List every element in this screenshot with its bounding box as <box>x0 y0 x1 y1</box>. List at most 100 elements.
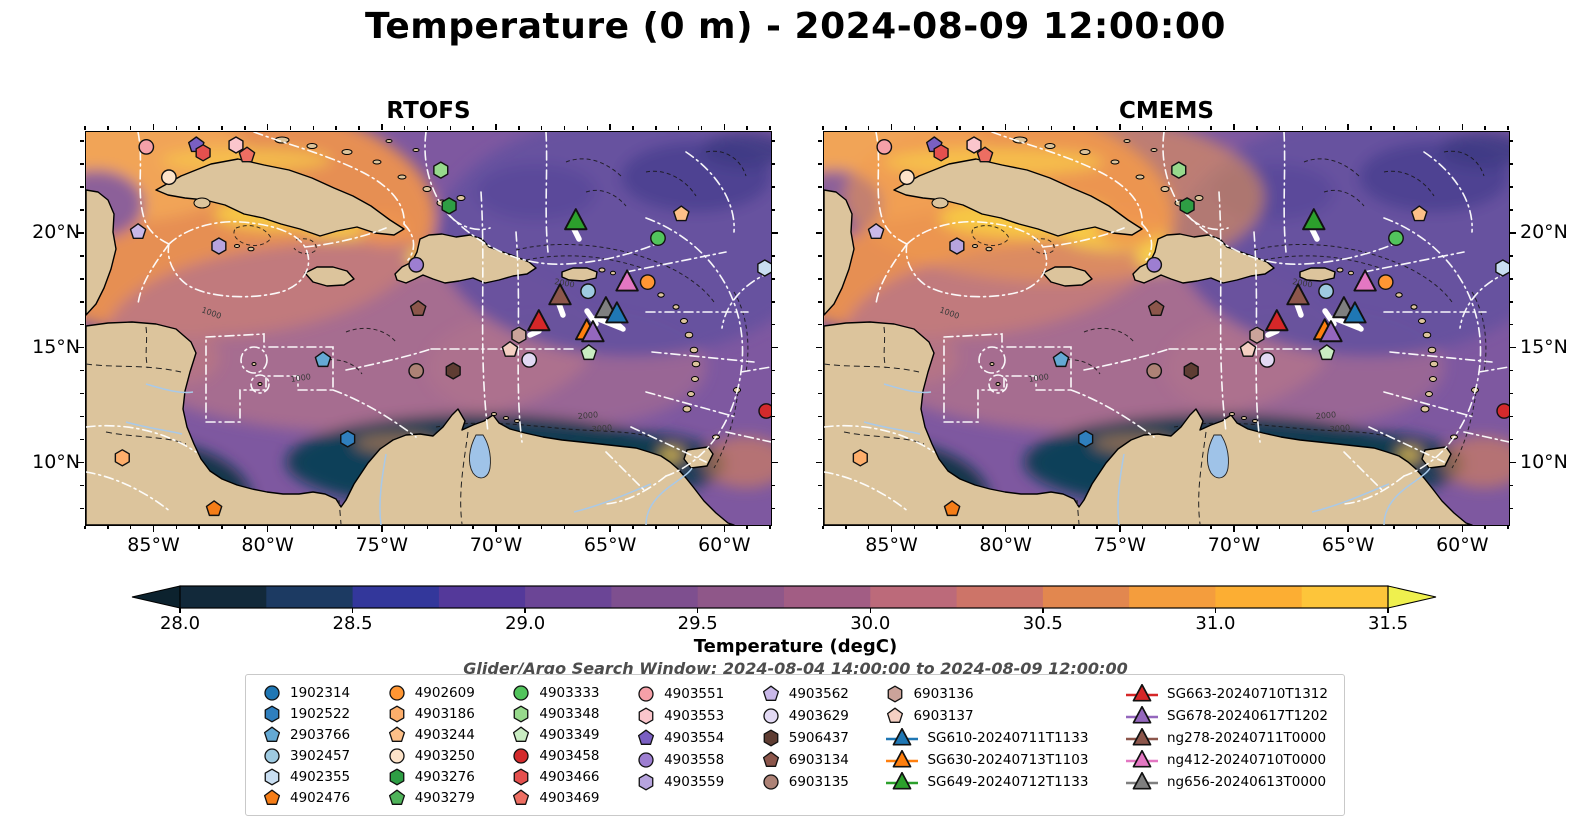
axis-tick <box>771 369 775 372</box>
marker-4903466 <box>195 144 211 162</box>
hexagon-marker-icon <box>264 705 280 723</box>
axis-tick <box>815 232 822 234</box>
axis-tick <box>890 525 893 532</box>
axis-tick <box>1509 323 1513 326</box>
x-tick-label: 75°W <box>1093 534 1147 556</box>
axis-tick <box>1187 525 1190 529</box>
axis-tick <box>80 484 84 487</box>
x-tick-label: 65°W <box>1321 534 1375 556</box>
axis-tick <box>655 126 657 130</box>
axis-tick <box>1370 525 1372 529</box>
axis-tick <box>771 392 775 395</box>
hexagon-marker-icon <box>513 705 529 723</box>
axis-tick <box>495 123 497 130</box>
axis-tick <box>221 126 223 130</box>
axis-tick <box>107 525 109 529</box>
axis-tick <box>80 186 84 188</box>
axis-tick <box>80 369 84 372</box>
svg-text:3000: 3000 <box>1329 423 1350 434</box>
axis-tick <box>815 461 822 464</box>
subplot-title-cmems: CMEMS <box>1119 98 1214 124</box>
axis-tick <box>403 525 406 529</box>
legend-entry-label: 4903244 <box>414 727 475 743</box>
colorbar <box>131 585 1437 609</box>
glider-track-icon <box>886 771 919 790</box>
axis-tick <box>1393 525 1395 529</box>
legend-entry: 5906437 <box>761 727 849 748</box>
x-tick-label: 75°W <box>355 534 409 556</box>
axis-tick <box>890 123 893 130</box>
axis-tick <box>80 209 84 211</box>
legend-entry-label: 6903137 <box>913 707 974 724</box>
axis-tick <box>289 525 292 529</box>
legend-entry-label: SG610-20240711T1133 <box>927 729 1089 746</box>
colorbar-tick <box>524 608 526 613</box>
axis-tick <box>540 525 543 529</box>
marker-4902476 <box>205 500 223 517</box>
axis-tick <box>1256 525 1258 529</box>
y-tick-label: 20°N <box>1520 220 1568 243</box>
legend-entry: 4903629 <box>761 705 849 726</box>
legend-entry: 4903348 <box>511 704 600 724</box>
axis-tick <box>771 163 775 165</box>
axis-tick <box>198 126 200 130</box>
legend-entry: 4903562 <box>761 683 849 704</box>
axis-tick <box>818 255 822 257</box>
axis-tick <box>1509 255 1513 257</box>
legend-entry-label: 4903559 <box>664 773 725 790</box>
legend-entry-label: ng656-20240613T0000 <box>1167 773 1327 790</box>
legend-entry-label: SG678-20240617T1202 <box>1167 707 1328 724</box>
marker-ng278-20240711T0000 <box>1286 283 1310 306</box>
axis-tick <box>1324 126 1327 130</box>
axis-tick <box>80 301 84 303</box>
legend-entry-label: 5906437 <box>788 729 849 746</box>
legend-entry: ng278-20240711T0000 <box>1125 727 1328 748</box>
axis-tick <box>1507 126 1509 130</box>
axis-tick <box>1509 369 1513 372</box>
legend-entry-label: 4903250 <box>414 748 475 764</box>
legend-entry-label: 4902355 <box>290 769 351 785</box>
axis-tick <box>655 525 657 529</box>
legend-column: 4903562 4903629 5906437 6903134 6903135 <box>761 683 849 807</box>
axis-tick <box>266 525 269 532</box>
axis-tick <box>1461 123 1464 130</box>
marker-4902355 <box>757 259 771 277</box>
x-tick-label: 80°W <box>241 534 294 556</box>
marker-1902522 <box>340 430 356 448</box>
legend-entry: 6903137 <box>885 705 1088 726</box>
legend-column: 6903136 6903137 SG610-20240711T1133 SG630… <box>885 683 1088 807</box>
axis-tick <box>845 126 847 130</box>
colorbar-tick <box>1042 608 1044 613</box>
axis-tick <box>80 415 84 418</box>
x-tick-label: 70°W <box>1207 534 1261 556</box>
legend-entry: 4903553 <box>636 705 724 726</box>
axis-tick <box>867 525 870 529</box>
axis-tick <box>632 525 634 529</box>
legend-entry: 4903186 <box>387 704 475 724</box>
axis-tick <box>1509 484 1513 487</box>
pentagon-marker-icon <box>887 707 904 723</box>
axis-tick <box>358 525 360 529</box>
axis-tick <box>1509 209 1513 211</box>
axis-tick <box>381 123 383 130</box>
axis-tick <box>1507 525 1509 529</box>
circle-marker-icon <box>513 748 530 764</box>
legend-entry: 4903279 <box>387 788 475 808</box>
axis-tick <box>1301 126 1304 130</box>
search-window-subtitle: Glider/Argo Search Window: 2024-08-04 14… <box>463 659 1128 678</box>
svg-text:1000: 1000 <box>290 372 311 384</box>
legend-entry-label: 4903348 <box>539 706 600 722</box>
axis-tick <box>1073 126 1075 130</box>
axis-tick <box>1509 140 1513 142</box>
axis-tick <box>1438 525 1441 529</box>
circle-marker-icon <box>763 773 779 790</box>
marker-4903333 <box>650 230 666 246</box>
axis-tick <box>1233 123 1235 130</box>
axis-tick <box>289 126 292 130</box>
legend-entry-label: 6903134 <box>788 751 849 768</box>
axis-tick <box>1509 415 1513 418</box>
axis-tick <box>107 126 109 130</box>
legend-entry-label: 4903276 <box>414 769 475 785</box>
axis-tick <box>818 323 822 326</box>
